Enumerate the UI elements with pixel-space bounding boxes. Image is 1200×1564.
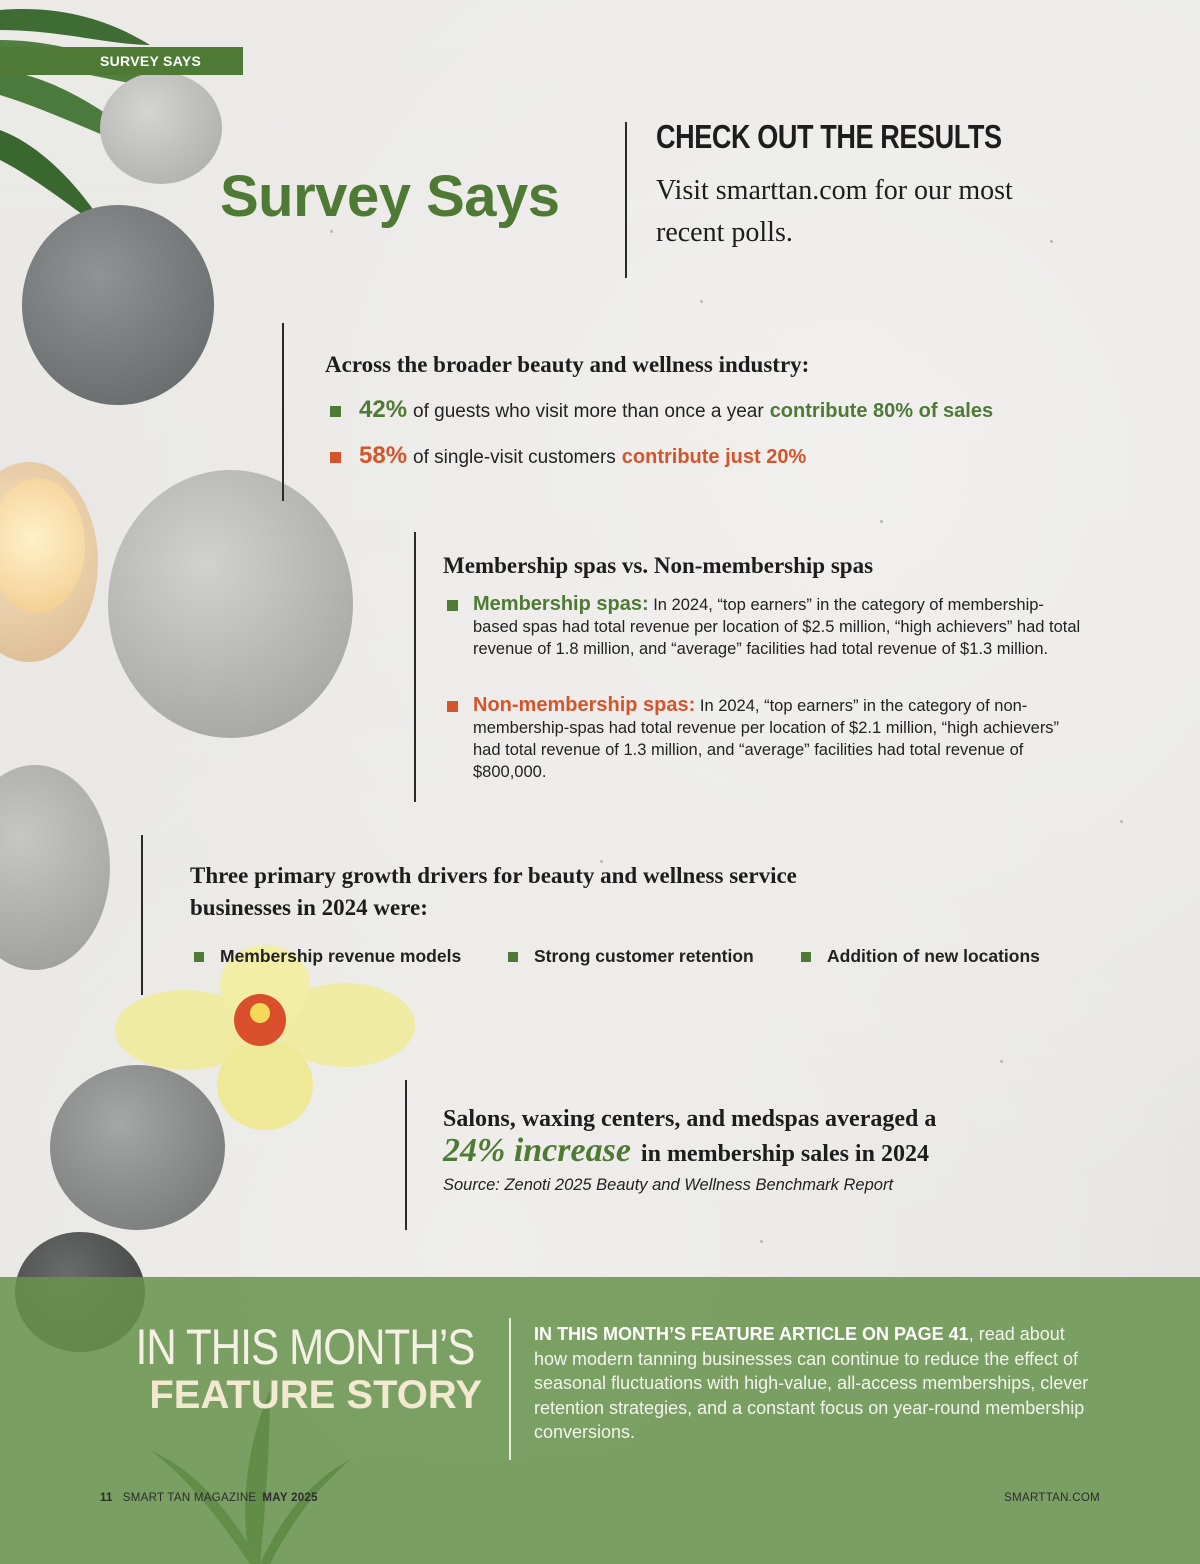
stone <box>50 1065 225 1230</box>
stat-row: 58% of single-visit customers contribute… <box>330 442 806 470</box>
driver-label: Strong customer retention <box>534 946 754 966</box>
driver-item: Strong customer retention <box>508 946 754 967</box>
drivers-heading: Three primary growth drivers for beauty … <box>190 860 797 924</box>
spa-text: In 2024, “top earners” in the category o… <box>473 697 1060 781</box>
issue-month: MAY 2025 <box>262 1492 318 1504</box>
speck <box>1050 240 1053 243</box>
membership-spas-item: Membership spas: In 2024, “top earners” … <box>445 593 1085 660</box>
page-title: Survey Says <box>220 164 560 229</box>
divider-line <box>414 532 416 802</box>
stat-emphasis: contribute 80% of sales <box>769 400 994 422</box>
increase-figure: 24% increase <box>443 1132 631 1169</box>
check-results-heading: CHECK OUT THE RESULTS <box>656 118 1002 155</box>
increase-line2: 24% increase in membership sales in 2024 <box>443 1132 929 1170</box>
section-tab: SURVEY SAYS <box>0 47 243 75</box>
stat-text: of single-visit customers <box>413 447 616 468</box>
divider-line <box>282 323 284 501</box>
speck <box>760 1240 763 1243</box>
footer-left: 11 SMART TAN MAGAZINE MAY 2025 <box>100 1492 318 1504</box>
footer-site-link[interactable]: SMARTTAN.COM <box>1004 1492 1100 1504</box>
check-results-body: Visit smarttan.com for our most recent p… <box>656 175 1013 248</box>
driver-label: Addition of new locations <box>827 946 1040 966</box>
stone <box>108 470 353 738</box>
divider-line <box>509 1318 511 1460</box>
stat-text: of guests who visit more than once a yea… <box>413 401 764 422</box>
divider-line <box>625 122 627 278</box>
stone <box>22 205 214 405</box>
divider-line <box>405 1080 407 1230</box>
speck <box>880 520 883 523</box>
feature-band <box>0 1277 1200 1564</box>
feature-title-top: IN THIS MONTH’S <box>136 1319 476 1375</box>
stone <box>100 72 222 184</box>
stat-emphasis: contribute just 20% <box>621 446 807 468</box>
magazine-name: SMART TAN MAGAZINE <box>122 1492 257 1504</box>
feature-lead: IN THIS MONTH’S FEATURE ARTICLE ON PAGE … <box>534 1324 969 1344</box>
stat-percent: 58% <box>359 442 408 469</box>
drivers-heading-line: businesses in 2024 were: <box>190 895 428 920</box>
speck <box>1120 820 1123 823</box>
bullet-square <box>194 951 204 962</box>
driver-label: Membership revenue models <box>220 946 462 966</box>
divider-line <box>141 835 143 995</box>
non-membership-spas-item: Non-membership spas: In 2024, “top earne… <box>445 694 1085 783</box>
bullet-square <box>447 600 458 611</box>
feature-body-text: , read about how modern tanning business… <box>534 1324 1089 1442</box>
speck <box>700 300 703 303</box>
increase-line1: Salons, waxing centers, and medspas aver… <box>443 1106 937 1132</box>
speck <box>600 860 603 863</box>
driver-item: Membership revenue models <box>194 946 461 967</box>
bullet-square <box>801 951 811 962</box>
spas-heading: Membership spas vs. Non-membership spas <box>443 553 874 578</box>
feature-title-bottom: FEATURE STORY <box>149 1373 482 1417</box>
drivers-heading-line: Three primary growth drivers for beauty … <box>190 863 797 888</box>
spa-text: In 2024, “top earners” in the category o… <box>473 596 1081 658</box>
candle-flame <box>0 478 85 613</box>
orchid-flower-icon <box>115 945 415 1130</box>
bullet-square <box>447 701 458 712</box>
bullet-square <box>508 951 518 962</box>
feature-description: IN THIS MONTH’S FEATURE ARTICLE ON PAGE … <box>534 1322 1094 1445</box>
bullet-square <box>330 452 341 463</box>
source-note: Source: Zenoti 2025 Beauty and Wellness … <box>443 1176 894 1194</box>
increase-rest: in membership sales in 2024 <box>640 1141 929 1167</box>
spa-label: Non-membership spas: <box>473 694 696 716</box>
industry-heading: Across the broader beauty and wellness i… <box>325 352 810 377</box>
stat-row: 42% of guests who visit more than once a… <box>330 396 993 424</box>
speck <box>1000 1060 1003 1063</box>
spa-label: Membership spas: <box>473 593 649 615</box>
driver-item: Addition of new locations <box>801 946 1040 967</box>
speck <box>330 230 333 233</box>
bullet-square <box>330 406 341 417</box>
page-number: 11 <box>100 1492 113 1504</box>
stat-percent: 42% <box>359 396 408 423</box>
